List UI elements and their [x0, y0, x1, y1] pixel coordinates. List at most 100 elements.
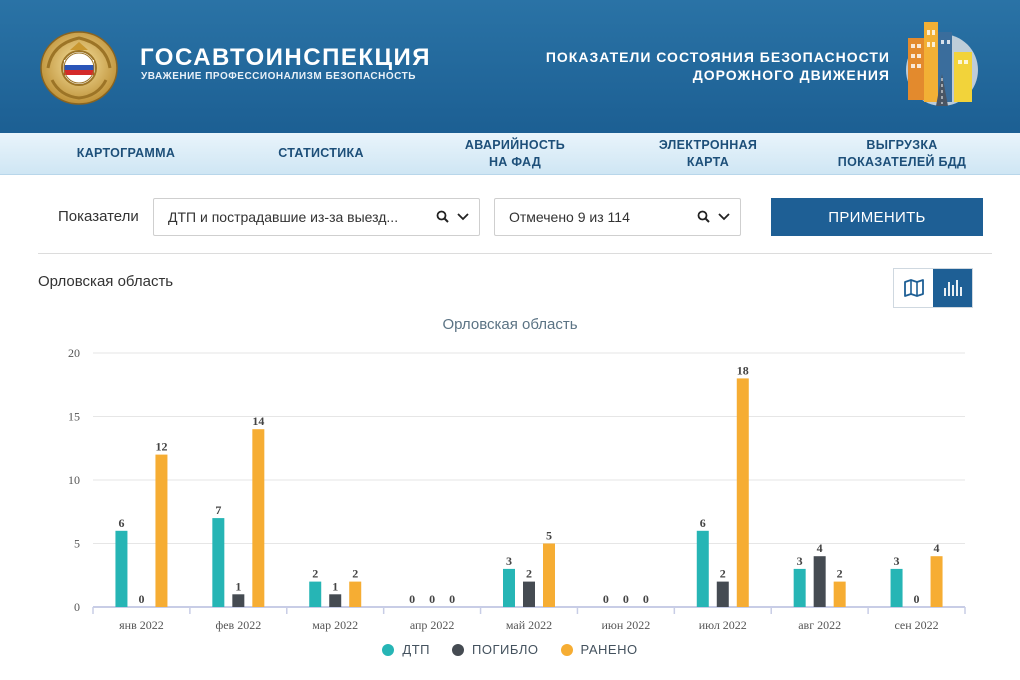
- data-label: 6: [118, 516, 124, 530]
- bar-dtp: [696, 530, 709, 607]
- x-tick-label: янв 2022: [119, 618, 164, 632]
- bar-dtp: [503, 568, 515, 607]
- legend-item-killed[interactable]: ПОГИБЛО: [452, 642, 539, 657]
- data-label: 2: [526, 567, 532, 581]
- chevron-down-icon[interactable]: [718, 212, 730, 221]
- data-label: 12: [155, 440, 167, 454]
- main-nav: КАРТОГРАММА СТАТИСТИКА АВАРИЙНОСТЬ НА ФА…: [0, 133, 1020, 175]
- indicator-select-value: ДТП и пострадавшие из-за выезд...: [168, 209, 399, 225]
- data-label: 2: [837, 567, 843, 581]
- data-label: 0: [623, 592, 629, 606]
- x-tick-label: мар 2022: [312, 618, 358, 632]
- bar-injured: [252, 429, 265, 607]
- y-tick-label: 15: [68, 410, 80, 424]
- data-label: 6: [700, 516, 706, 530]
- x-tick-label: сен 2022: [894, 618, 938, 632]
- data-label: 2: [312, 567, 318, 581]
- bar-killed: [523, 581, 535, 607]
- bar-dtp: [890, 568, 903, 607]
- legend-dot-dtp: [382, 643, 395, 656]
- x-tick-label: июл 2022: [699, 618, 747, 632]
- legend-label-killed: ПОГИБЛО: [472, 642, 539, 657]
- data-label: 0: [643, 592, 649, 606]
- legend-label-dtp: ДТП: [402, 642, 431, 657]
- bar-killed: [813, 556, 826, 607]
- nav-statistics[interactable]: СТАТИСТИКА: [278, 146, 364, 160]
- bar-killed: [232, 594, 245, 607]
- brand-title[interactable]: ГОСАВТОИНСПЕКЦИЯ: [140, 44, 432, 71]
- x-tick-label: фев 2022: [215, 618, 261, 632]
- data-label: 3: [506, 554, 512, 568]
- region-title: Орловская область: [38, 273, 174, 290]
- data-label: 14: [252, 414, 264, 428]
- data-label: 0: [138, 592, 144, 606]
- bar-killed: [329, 594, 342, 607]
- data-label: 0: [914, 592, 920, 606]
- data-label: 3: [894, 554, 900, 568]
- bar-injured: [155, 454, 168, 607]
- gibdd-emblem-icon[interactable]: [38, 28, 120, 106]
- y-tick-label: 5: [74, 537, 80, 551]
- bar-injured: [349, 581, 362, 607]
- x-tick-label: апр 2022: [410, 618, 455, 632]
- y-tick-label: 20: [68, 346, 80, 360]
- chart-title: Орловская область: [442, 316, 578, 333]
- indicator-select[interactable]: ДТП и пострадавшие из-за выезд...: [153, 198, 480, 236]
- data-label: 3: [797, 554, 803, 568]
- data-label: 2: [352, 567, 358, 581]
- bar-injured: [930, 556, 943, 607]
- region-select-value: Отмечено 9 из 114: [509, 209, 630, 225]
- data-label: 1: [235, 579, 241, 593]
- data-label: 2: [720, 567, 726, 581]
- legend-item-dtp[interactable]: ДТП: [382, 642, 430, 657]
- data-label: 0: [603, 592, 609, 606]
- y-tick-label: 10: [68, 473, 80, 487]
- data-label: 0: [449, 592, 455, 606]
- data-label: 7: [215, 503, 221, 517]
- x-tick-label: июн 2022: [601, 618, 650, 632]
- portal-title-line1: ПОКАЗАТЕЛИ СОСТОЯНИЯ БЕЗОПАСНОСТИ: [545, 49, 890, 65]
- bar-dtp: [115, 530, 128, 607]
- data-label: 5: [546, 529, 552, 543]
- data-label: 4: [817, 541, 823, 555]
- map-icon: [903, 279, 924, 297]
- bar-dtp: [793, 568, 806, 607]
- brand-subtitle: УВАЖЕНИЕ ПРОФЕССИОНАЛИЗМ БЕЗОПАСНОСТЬ: [141, 71, 416, 82]
- map-view-button[interactable]: [894, 269, 933, 307]
- bar-injured: [736, 378, 749, 607]
- site-header: ГОСАВТОИНСПЕКЦИЯ УВАЖЕНИЕ ПРОФЕССИОНАЛИЗ…: [0, 0, 1020, 133]
- bar-dtp: [309, 581, 322, 607]
- data-label: 4: [934, 541, 940, 555]
- legend-item-injured[interactable]: РАНЕНО: [560, 642, 638, 657]
- x-tick-label: авг 2022: [798, 618, 841, 632]
- nav-accidents-fad[interactable]: АВАРИЙНОСТЬ НА ФАД: [464, 137, 566, 169]
- apply-button[interactable]: ПРИМЕНИТЬ: [771, 198, 983, 236]
- bar-killed: [716, 581, 729, 607]
- data-label: 1: [332, 579, 338, 593]
- bar-injured: [543, 543, 555, 607]
- legend-label-injured: РАНЕНО: [580, 642, 638, 657]
- legend-dot-killed: [452, 643, 465, 656]
- data-label: 0: [429, 592, 435, 606]
- city-buildings-icon: [906, 22, 978, 106]
- nav-cartogram[interactable]: КАРТОГРАММА: [76, 146, 176, 160]
- x-tick-label: май 2022: [506, 618, 552, 632]
- chart-view-button[interactable]: [933, 269, 972, 307]
- chevron-down-icon[interactable]: [457, 212, 469, 221]
- portal-title: ПОКАЗАТЕЛИ СОСТОЯНИЯ БЕЗОПАСНОСТИ ДОРОЖН…: [546, 48, 890, 84]
- data-label: 18: [737, 363, 749, 377]
- divider: [38, 253, 992, 254]
- indicators-label: Показатели: [58, 208, 139, 225]
- data-label: 0: [409, 592, 415, 606]
- search-icon[interactable]: [697, 210, 710, 223]
- search-icon[interactable]: [436, 210, 449, 223]
- view-toggle: [893, 268, 973, 308]
- y-tick-label: 0: [74, 600, 80, 614]
- chart-legend: ДТП ПОГИБЛО РАНЕНО: [0, 642, 1020, 657]
- legend-dot-injured: [560, 643, 573, 656]
- region-select[interactable]: Отмечено 9 из 114: [494, 198, 741, 236]
- nav-export-indicators[interactable]: ВЫГРУЗКА ПОКАЗАТЕЛЕЙ БДД: [837, 137, 967, 169]
- nav-electronic-map[interactable]: ЭЛЕКТРОННАЯ КАРТА: [658, 137, 758, 169]
- bar-chart-icon: [943, 280, 962, 296]
